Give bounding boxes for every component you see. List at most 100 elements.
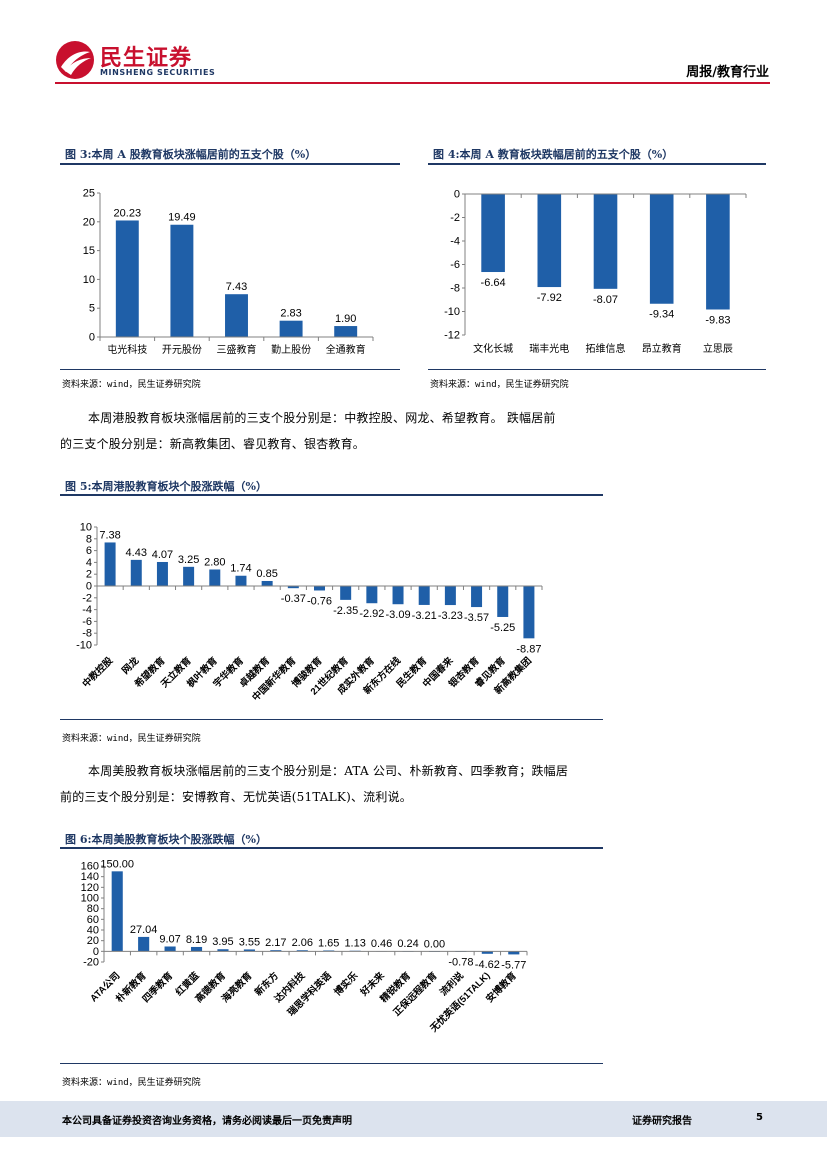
data-label: -7.92 [537,292,562,304]
footer-band: 本公司具备证券投资咨询业务资格，请务必阅读最后一页免责声明 证券研究报告 5 [0,1101,827,1137]
y-tick-label: 80 [87,903,99,915]
data-label: 19.49 [168,212,196,224]
brand-name-en: MINSHENG SECURITIES [100,68,216,77]
data-label: -2.92 [359,608,384,620]
data-label: 2.80 [204,556,225,568]
bar [340,586,352,600]
bar [130,559,142,586]
y-tick-label: 40 [87,925,99,937]
data-label: -3.23 [438,610,463,622]
y-tick-label: 5 [89,303,95,315]
fig5-source: 资料来源：wind，民生证券研究院 [62,734,201,744]
data-label: -3.09 [385,609,410,621]
category-label: 昂立教育 [642,342,682,355]
category-label: 网龙 [119,654,141,676]
data-label: 2.06 [292,937,313,949]
y-tick-label: 6 [86,545,92,557]
y-tick-label: -6 [82,616,92,628]
bar [649,194,674,304]
bar [523,586,535,639]
y-tick-label: -4 [82,604,92,616]
bar [471,586,483,608]
bar [183,566,195,586]
y-tick-label: 10 [80,522,92,534]
category-label: 瑞丰光电 [529,342,569,355]
data-label: 150.00 [100,858,134,870]
y-tick-label: 100 [81,893,99,905]
y-tick-label: 2 [86,569,92,581]
data-label: 3.25 [178,554,199,566]
fig6-source: 资料来源：wind，民生证券研究院 [62,1078,201,1088]
data-label: -3.57 [464,612,489,624]
para1-line2: 的三支个股分别是：新高教集团、睿见教育、银杏教育。 [60,437,366,451]
fig5-chart: 1086420-2-4-6-8-107.38中教控股4.43网龙4.07希望教育… [76,522,543,703]
data-label: 0.46 [371,938,392,950]
y-tick-label: -6 [450,259,460,271]
fig5-title-rule [60,494,603,496]
bar [508,951,520,955]
data-label: 2.17 [265,937,286,949]
y-tick-label: -20 [83,957,99,969]
y-tick-label: 4 [86,557,92,569]
category-label: 文化长城 [473,342,513,355]
y-tick-label: 140 [81,871,99,883]
fig4-title: 图 4:本周 A 教育板块跌幅居前的五支个股（%） [433,148,674,161]
y-tick-label: 15 [83,245,95,257]
page-number: 5 [756,1112,763,1123]
bar [217,949,229,952]
data-label: 0.00 [424,938,445,950]
bar [334,326,358,337]
y-tick-label: 160 [81,861,99,873]
data-label: -8.87 [516,643,541,655]
data-label: -9.83 [705,315,730,327]
bar [366,586,378,604]
bar [706,194,730,310]
y-tick-label: -4 [450,236,460,248]
minsheng-logo-icon [56,41,94,79]
bar [190,946,203,952]
bar [497,586,509,617]
data-label: -0.76 [307,595,332,607]
bar [111,871,123,952]
bar [444,586,456,606]
data-label: -2.35 [333,605,358,617]
data-label: 0.24 [397,938,418,950]
data-label: 2.83 [280,308,301,320]
category-label: 开元股份 [162,344,202,356]
category-label: 勤上股份 [271,343,311,356]
bar [279,320,303,337]
data-label: 4.07 [152,549,173,561]
fig3-source: 资料来源：wind，民生证券研究院 [62,380,201,390]
data-label: -3.21 [412,610,437,622]
footer-report-type: 证券研究报告 [632,1116,692,1127]
data-label: 1.90 [335,313,356,325]
y-tick-label: 0 [93,946,99,958]
para2-line2: 前的三支个股分别是：安博教育、无忧英语(51TALK)、流利说。 [60,790,412,804]
data-label: -8.07 [593,294,618,306]
bar [170,224,194,337]
category-label: 屯光科技 [107,343,147,356]
category-label: 拓维信息 [586,342,626,355]
y-tick-label: 0 [86,581,92,593]
bar [537,194,562,288]
y-tick-label: -8 [450,283,460,295]
data-label: -9.34 [649,309,674,321]
bar [138,936,150,952]
data-label: -0.37 [281,593,306,605]
bar [243,949,255,952]
y-tick-label: 0 [454,189,460,201]
data-label: 1.13 [344,938,365,950]
fig4-source: 资料来源：wind，民生证券研究院 [430,380,569,390]
category-label: 中教控股 [80,654,116,690]
y-tick-label: -12 [444,330,460,342]
fig4-title-rule [428,163,766,165]
fig3-bottom-rule [60,369,400,370]
fig6-bottom-rule [60,1063,603,1064]
y-tick-label: 8 [86,533,92,545]
y-tick-label: 20 [83,216,95,228]
bar [296,950,308,952]
fig5-bottom-rule [60,719,603,720]
bar [392,586,404,605]
data-label: 3.95 [212,936,233,948]
y-tick-label: -10 [444,306,460,318]
